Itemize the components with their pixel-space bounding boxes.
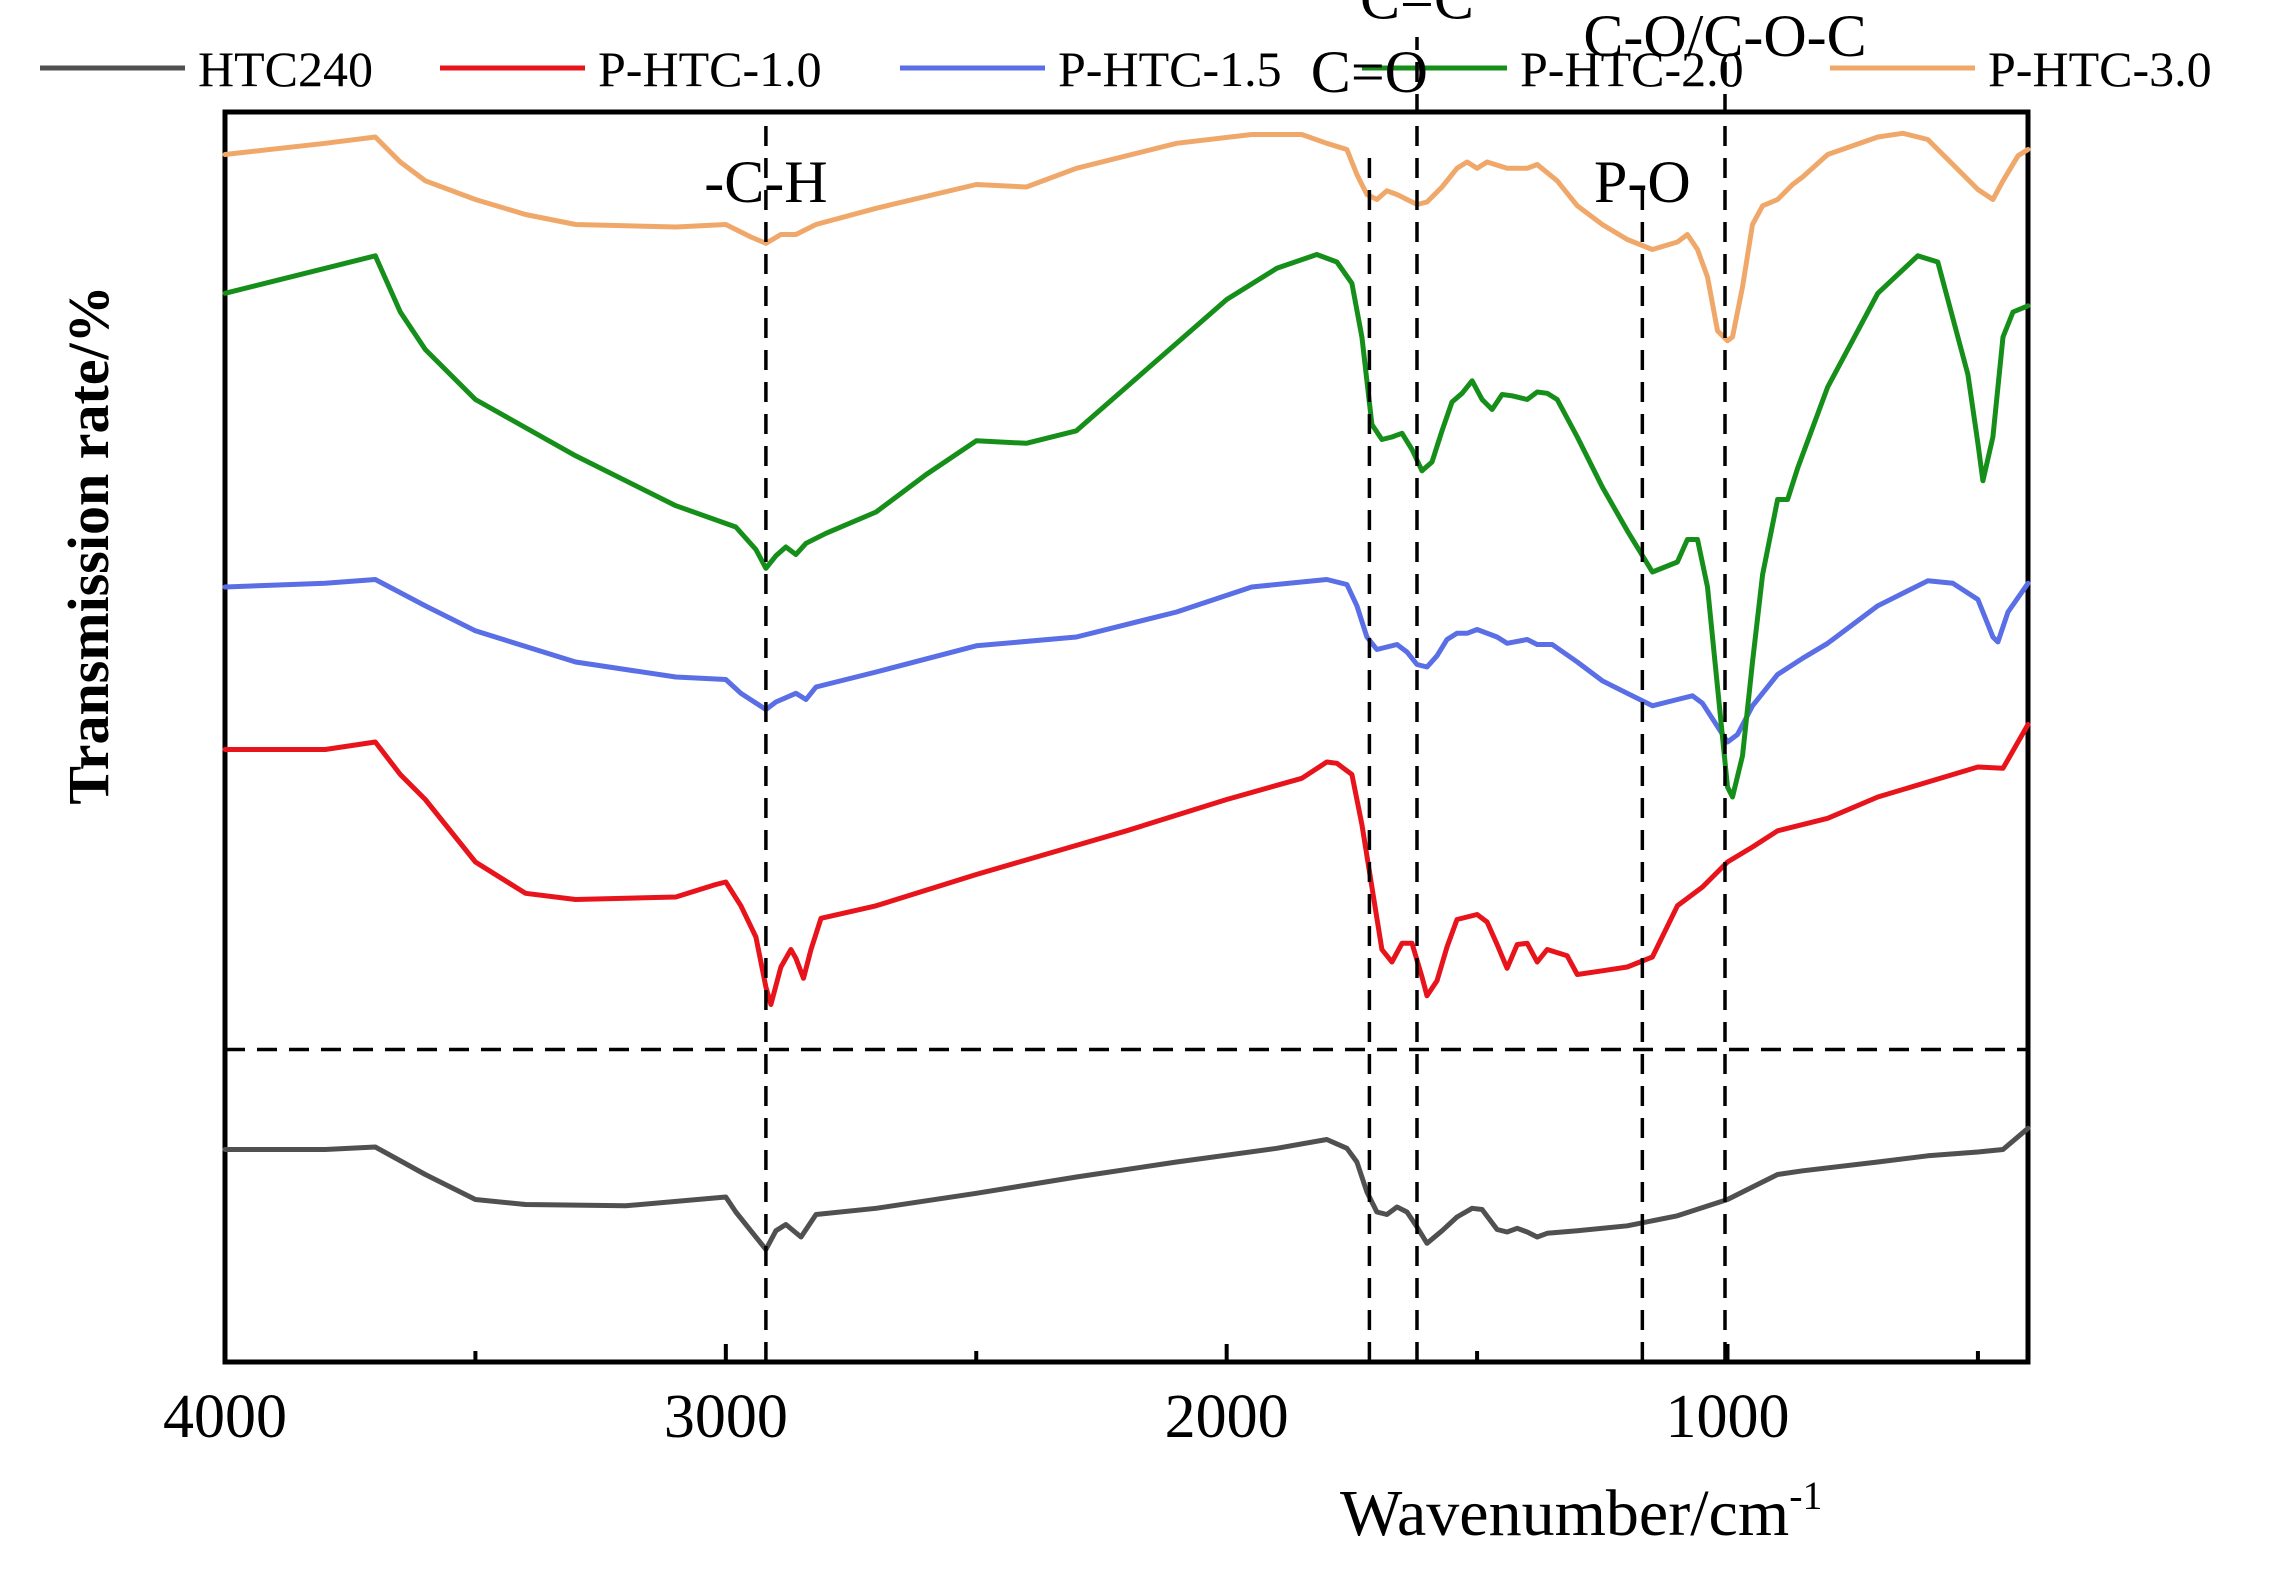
x-axis: 4000 3000 2000 1000 xyxy=(163,1344,1980,1451)
legend-label-p-htc-3-0: P-HTC-3.0 xyxy=(1988,41,2212,97)
series-line-p-htc-1-0 xyxy=(222,722,2031,1007)
legend-label-p-htc-1-5: P-HTC-1.5 xyxy=(1058,41,1282,97)
x-axis-title: Wavenumber/cm-1 xyxy=(1340,1473,1823,1550)
annotation-label-c-h: -C-H xyxy=(704,149,827,215)
series-line-p-htc-2-0 xyxy=(222,252,2031,800)
x-axis-title-superscript: -1 xyxy=(1789,1473,1822,1518)
plot-frame xyxy=(222,109,2031,1365)
legend: HTC240 P-HTC-1.0 P-HTC-1.5 P-HTC-2.0 P-HTC-3… xyxy=(40,41,2212,97)
legend-label-htc240: HTC240 xyxy=(198,41,373,97)
x-tick-label: 1000 xyxy=(1666,1383,1790,1451)
series-layer xyxy=(222,130,2031,1252)
x-tick-label: 4000 xyxy=(163,1383,287,1451)
series-line-htc240 xyxy=(222,1125,2031,1252)
annotation-label-c-o-c-o-c: C-O/C-O-C xyxy=(1583,3,1866,69)
legend-label-p-htc-2-0: P-HTC-2.0 xyxy=(1520,41,1744,97)
annotation-label-c-c: C=C xyxy=(1360,0,1474,31)
x-tick-label: 3000 xyxy=(664,1383,788,1451)
series-line-p-htc-1-5 xyxy=(222,577,2031,745)
annotation-layer: -C-H C=O C=C P-O C-O/C-O-C xyxy=(704,0,1867,1362)
x-axis-title-text: Wavenumber/cm xyxy=(1340,1477,1789,1550)
y-axis-title: Transmission rate/% xyxy=(56,285,121,804)
x-tick-label: 2000 xyxy=(1165,1383,1289,1451)
legend-label-p-htc-1-0: P-HTC-1.0 xyxy=(598,41,822,97)
annotation-label-p-o: P-O xyxy=(1594,149,1691,215)
annotation-label-c-o: C=O xyxy=(1311,39,1428,105)
series-line-p-htc-3-0 xyxy=(222,130,2031,344)
